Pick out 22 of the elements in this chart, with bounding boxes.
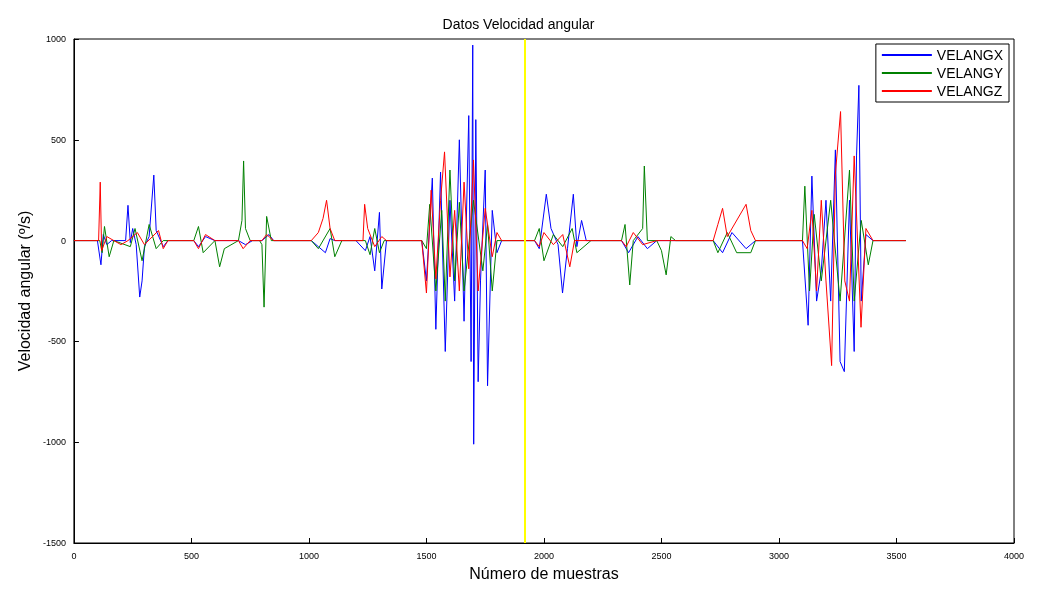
legend-label: VELANGZ [936, 83, 1003, 99]
x-tick-label: 1500 [416, 550, 437, 561]
legend-label: VELANGY [936, 65, 1004, 81]
y-tick-label: -1000 [42, 437, 66, 448]
y-axis-title: Velocidad angular (º/s) [15, 210, 33, 372]
legend-label: VELANGX [936, 47, 1004, 63]
x-axis-title: Número de muestras [469, 564, 619, 582]
y-tick-label: 1000 [45, 34, 66, 44]
chart-title: Datos Velocidad angular [442, 16, 595, 32]
x-tick-label: 500 [183, 550, 199, 561]
x-tick-label: 4000 [1003, 550, 1025, 561]
x-tick-label: 0 [71, 550, 77, 561]
y-tick-label: 0 [60, 235, 66, 246]
x-tick-label: 3500 [886, 550, 907, 561]
x-tick-label: 2500 [651, 550, 672, 561]
line-series [73, 111, 907, 367]
y-tick-label: -500 [47, 336, 66, 347]
x-tick-label: 2000 [533, 550, 554, 561]
y-tick-label: 500 [50, 134, 66, 145]
y-tick-label: -1500 [42, 538, 66, 548]
x-tick-label: 3000 [768, 550, 789, 561]
x-tick-label: 1000 [298, 550, 319, 561]
